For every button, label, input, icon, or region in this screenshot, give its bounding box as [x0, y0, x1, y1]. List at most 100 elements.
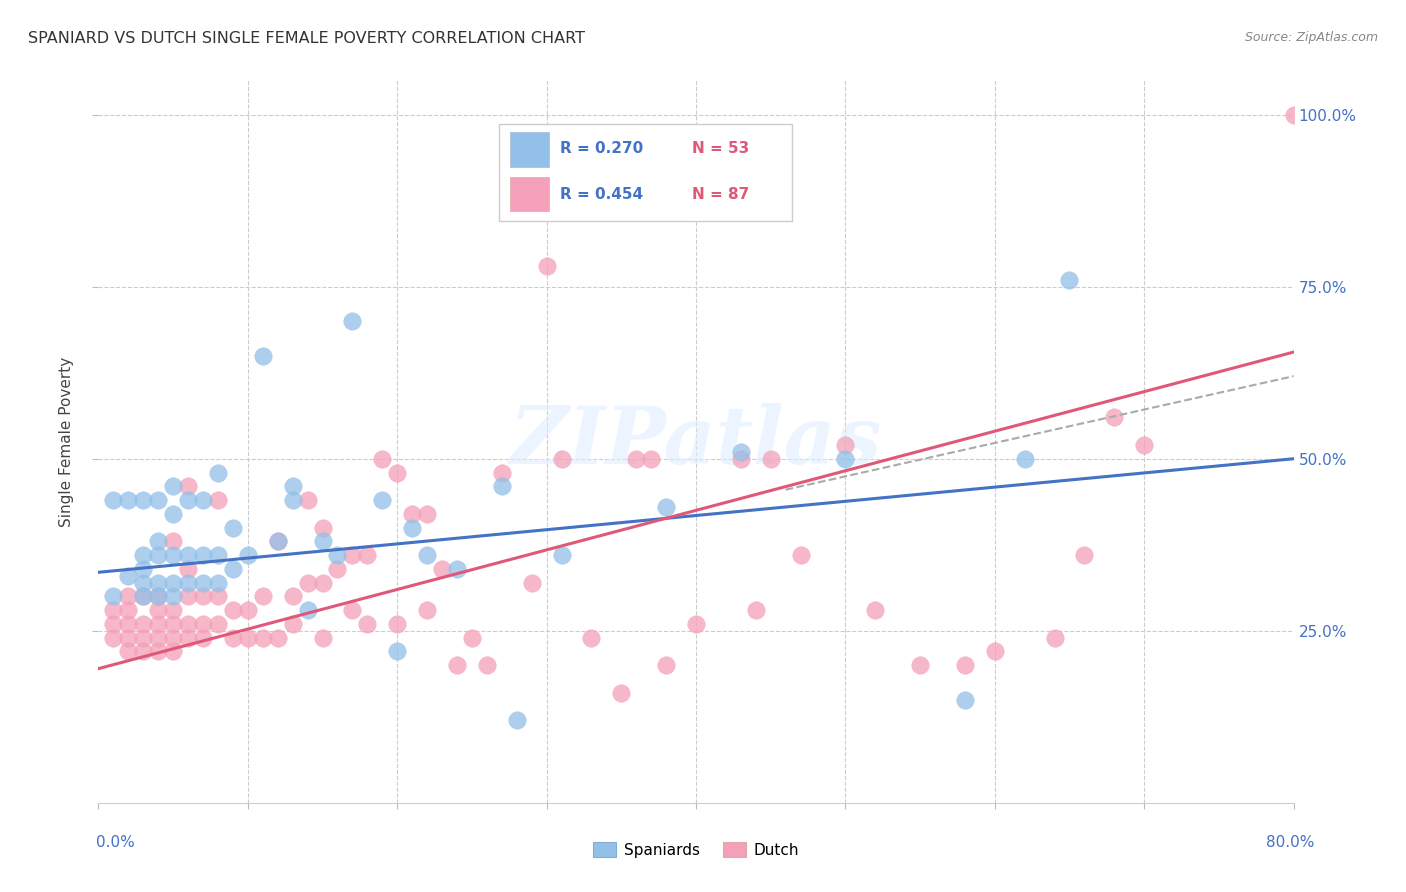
Point — [177, 493, 200, 508]
Point — [491, 466, 513, 480]
Text: ZIPatlas: ZIPatlas — [510, 403, 882, 480]
Point — [162, 616, 184, 631]
Point — [461, 631, 484, 645]
Point — [401, 507, 423, 521]
Point — [162, 479, 184, 493]
Text: SPANIARD VS DUTCH SINGLE FEMALE POVERTY CORRELATION CHART: SPANIARD VS DUTCH SINGLE FEMALE POVERTY … — [28, 31, 585, 46]
Point — [222, 562, 245, 576]
Point — [222, 603, 245, 617]
Point — [655, 658, 678, 673]
Point — [865, 603, 887, 617]
Point — [103, 616, 125, 631]
Point — [177, 479, 200, 493]
Point — [326, 562, 349, 576]
Point — [311, 575, 333, 590]
Point — [177, 548, 200, 562]
Point — [475, 658, 498, 673]
Point — [132, 548, 155, 562]
Point — [834, 451, 856, 466]
Point — [117, 603, 139, 617]
Point — [385, 466, 409, 480]
Point — [297, 575, 319, 590]
Point — [148, 548, 170, 562]
Point — [267, 631, 290, 645]
Point — [311, 631, 333, 645]
Point — [281, 590, 304, 604]
Point — [267, 534, 290, 549]
Point — [177, 590, 200, 604]
Point — [550, 451, 572, 466]
Point — [117, 631, 139, 645]
Point — [371, 451, 394, 466]
Point — [117, 568, 139, 582]
Point — [162, 507, 184, 521]
Point — [550, 548, 572, 562]
Point — [207, 590, 229, 604]
Point — [536, 259, 558, 273]
Point — [132, 644, 155, 658]
Point — [162, 575, 184, 590]
Point — [236, 631, 259, 645]
Point — [326, 548, 349, 562]
Point — [132, 590, 155, 604]
Point — [401, 520, 423, 534]
Point — [834, 438, 856, 452]
Point — [191, 575, 214, 590]
Point — [177, 631, 200, 645]
Text: Source: ZipAtlas.com: Source: ZipAtlas.com — [1244, 31, 1378, 45]
Point — [1043, 631, 1066, 645]
Point — [162, 534, 184, 549]
Point — [117, 590, 139, 604]
Point — [207, 466, 229, 480]
Text: 80.0%: 80.0% — [1267, 836, 1315, 850]
Point — [252, 349, 274, 363]
Point — [191, 631, 214, 645]
Point — [148, 616, 170, 631]
Legend: Spaniards, Dutch: Spaniards, Dutch — [588, 836, 804, 863]
Point — [132, 631, 155, 645]
Point — [148, 644, 170, 658]
Point — [1282, 108, 1305, 122]
Point — [610, 686, 633, 700]
Point — [103, 590, 125, 604]
Point — [252, 590, 274, 604]
Point — [191, 616, 214, 631]
Point — [281, 493, 304, 508]
Point — [356, 548, 378, 562]
Point — [908, 658, 931, 673]
Point — [730, 445, 752, 459]
Point — [1073, 548, 1095, 562]
Point — [148, 590, 170, 604]
Point — [342, 603, 364, 617]
Point — [162, 548, 184, 562]
Point — [177, 616, 200, 631]
Point — [281, 479, 304, 493]
Point — [953, 658, 976, 673]
Point — [103, 493, 125, 508]
Point — [506, 713, 529, 727]
Point — [640, 451, 662, 466]
Point — [191, 590, 214, 604]
Point — [132, 562, 155, 576]
Point — [132, 493, 155, 508]
Point — [655, 500, 678, 514]
Point — [117, 493, 139, 508]
Point — [207, 548, 229, 562]
Point — [162, 603, 184, 617]
Point — [222, 520, 245, 534]
Point — [685, 616, 707, 631]
Point — [222, 631, 245, 645]
Point — [191, 548, 214, 562]
Point — [207, 493, 229, 508]
Point — [191, 493, 214, 508]
Point — [162, 590, 184, 604]
Point — [267, 534, 290, 549]
Point — [759, 451, 782, 466]
Point — [953, 692, 976, 706]
Point — [132, 575, 155, 590]
Point — [1133, 438, 1156, 452]
Point — [297, 493, 319, 508]
Point — [148, 493, 170, 508]
Point — [446, 562, 468, 576]
Point — [162, 631, 184, 645]
